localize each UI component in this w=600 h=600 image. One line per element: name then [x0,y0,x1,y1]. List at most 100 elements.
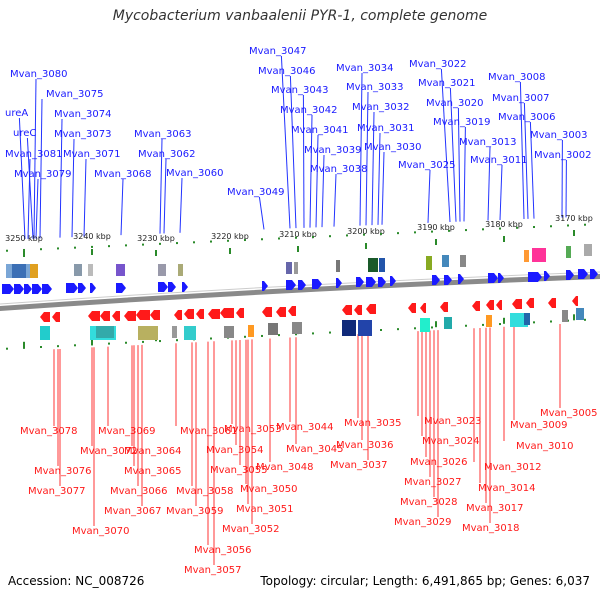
forward-gene-arrow [544,271,550,281]
minor-tick [533,226,535,229]
minor-tick [584,318,586,321]
top-label-connector [302,94,305,228]
top-gene-label: Mvan_3013 [459,137,516,148]
gene-feature-box [224,326,234,338]
forward-gene-arrow [182,282,188,292]
bottom-gene-label: Mvan_3037 [330,460,387,471]
reverse-gene-arrow [440,302,448,312]
top-gene-label: Mvan_3047 [249,46,306,57]
minor-tick [261,334,263,337]
minor-tick [397,328,399,331]
bottom-gene-label: Mvan_3066 [110,486,167,497]
top-gene-label: Mvan_3030 [364,142,421,153]
top-gene-label: Mvan_3021 [418,78,475,89]
top-label-connector [377,132,381,225]
minor-tick [142,243,144,246]
reverse-gene-arrow [472,301,480,311]
major-tick [297,246,299,252]
top-gene-label: Mvan_3041 [291,125,348,136]
forward-gene-arrow [488,273,498,283]
reverse-gene-arrow [548,298,556,308]
reverse-gene-arrow [496,300,502,310]
top-gene-label: Mvan_3068 [94,169,151,180]
minor-tick [465,229,467,232]
bottom-gene-label: Mvan_3069 [98,426,155,437]
forward-gene-arrow [2,284,14,294]
gene-feature-box [460,255,466,267]
reverse-gene-arrow [276,307,286,317]
minor-tick [6,347,8,350]
top-label-connector [258,196,265,230]
top-gene-label: ureC [13,128,36,139]
gene-feature-box [74,264,82,276]
minor-tick [414,231,416,234]
gene-feature-box [420,318,430,332]
scale-tick-label: 3200 kbp [347,227,385,236]
top-gene-label: Mvan_3019 [433,117,490,128]
minor-tick [23,346,25,349]
minor-tick [346,234,348,237]
forward-gene-arrow [578,269,588,279]
minor-tick [91,245,93,248]
major-tick [573,230,575,236]
minor-tick [227,239,229,242]
reverse-gene-arrow [236,308,244,318]
top-gene-label: Mvan_3074 [54,109,111,120]
top-gene-label: Mvan_3025 [398,160,455,171]
bottom-gene-label: Mvan_3017 [466,503,523,514]
minor-tick [533,321,535,324]
top-gene-label: Mvan_3063 [134,129,191,140]
bottom-gene-label: Mvan_3058 [176,486,233,497]
gene-feature-box [88,264,93,276]
major-tick [435,239,437,245]
gene-feature-box [426,256,432,270]
minor-tick [23,248,25,251]
bottom-gene-label: Mvan_3044 [276,422,333,433]
forward-gene-arrow [116,283,126,293]
top-gene-label: Mvan_3075 [46,89,103,100]
reverse-gene-arrow [52,312,60,322]
gene-feature-box [158,264,166,276]
major-tick [23,341,25,348]
forward-gene-arrow [390,276,396,286]
scale-tick-label: 3210 kbp [279,230,317,239]
bottom-gene-label: Mvan_3070 [72,526,129,537]
reverse-gene-arrow [112,311,120,321]
forward-gene-arrow [378,277,386,287]
top-label-connector [427,169,431,223]
top-gene-label: ureA [5,108,28,119]
major-tick [91,249,93,255]
bottom-gene-label: Mvan_3023 [424,416,481,427]
reverse-gene-arrow [150,310,160,320]
bottom-gene-label: Mvan_3050 [240,484,297,495]
bottom-gene-label: Mvan_3056 [194,545,251,556]
gene-feature-box [294,262,298,274]
top-gene-label: Mvan_3031 [357,123,414,134]
bottom-gene-label: Mvan_3027 [404,477,461,488]
forward-gene-arrow [498,273,504,283]
forward-gene-arrow [262,281,268,291]
top-gene-label: Mvan_3046 [258,66,315,77]
bottom-gene-label: Mvan_3024 [422,436,479,447]
top-gene-label: Mvan_3032 [352,102,409,113]
major-tick [365,243,367,249]
minor-tick [108,342,110,345]
top-label-connector [519,81,525,220]
gene-feature-box [40,326,50,340]
top-label-connector [365,91,369,226]
minor-tick [312,332,314,335]
bottom-gene-label: Mvan_3036 [336,440,393,451]
minor-tick [6,249,8,252]
major-tick [155,250,157,256]
top-label-connector [289,75,297,229]
top-label-connector [440,68,451,223]
reverse-gene-arrow [40,312,50,322]
top-gene-label: Mvan_3034 [336,63,393,74]
minor-tick [74,246,76,249]
forward-gene-arrow [444,275,452,285]
minor-tick [550,320,552,323]
minor-tick [295,236,297,239]
major-tick [435,321,437,328]
minor-tick [584,223,586,226]
